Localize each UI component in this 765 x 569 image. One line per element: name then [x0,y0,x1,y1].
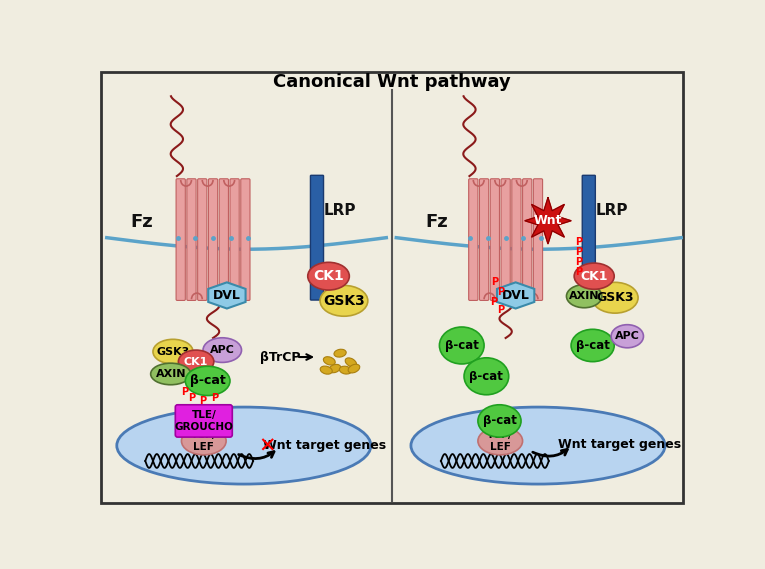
Ellipse shape [566,284,602,308]
Ellipse shape [611,325,643,348]
FancyBboxPatch shape [490,179,500,300]
Text: TCF/
LEF: TCF/ LEF [487,430,513,452]
Text: Wnt target genes: Wnt target genes [558,438,681,451]
Text: CK1: CK1 [581,270,608,283]
Text: LRP: LRP [324,203,356,218]
Ellipse shape [340,366,352,374]
Ellipse shape [308,262,350,290]
FancyBboxPatch shape [176,179,185,300]
Ellipse shape [185,366,230,395]
Ellipse shape [334,349,347,357]
Ellipse shape [592,282,638,313]
Text: ✕: ✕ [258,436,275,456]
Text: APC: APC [615,331,640,341]
FancyBboxPatch shape [533,179,542,300]
Text: P: P [188,393,195,403]
Text: Wnt: Wnt [534,215,562,227]
Text: P: P [575,266,582,277]
Text: GSK3: GSK3 [323,294,365,308]
Text: P: P [575,246,582,257]
FancyBboxPatch shape [512,179,521,300]
FancyBboxPatch shape [187,179,196,300]
FancyBboxPatch shape [501,179,510,300]
Ellipse shape [478,427,522,455]
Ellipse shape [575,263,614,289]
Ellipse shape [178,350,213,373]
Ellipse shape [464,358,509,395]
FancyBboxPatch shape [582,175,595,300]
FancyBboxPatch shape [241,179,250,300]
FancyBboxPatch shape [220,179,229,300]
Ellipse shape [117,407,371,484]
Text: P: P [490,296,498,307]
Ellipse shape [324,357,335,365]
FancyBboxPatch shape [197,179,207,300]
Text: CK1: CK1 [184,357,208,366]
Polygon shape [525,197,571,244]
Text: P: P [200,396,207,406]
Text: AXIN: AXIN [155,369,186,379]
Text: P: P [181,387,188,397]
Text: LRP: LRP [596,203,628,218]
Text: DVL: DVL [502,289,529,302]
Ellipse shape [571,329,614,362]
FancyBboxPatch shape [175,405,233,437]
Text: P: P [497,287,505,296]
Text: β-cat: β-cat [470,370,503,383]
Text: P: P [575,257,582,266]
FancyBboxPatch shape [230,179,239,300]
Text: TCF/
LEF: TCF/ LEF [191,430,216,452]
Text: P: P [211,393,218,403]
Ellipse shape [411,407,665,484]
Text: P: P [575,237,582,246]
Ellipse shape [320,286,368,316]
Text: β-cat: β-cat [190,374,226,387]
Ellipse shape [321,366,332,374]
Text: Fz: Fz [131,213,154,231]
Ellipse shape [181,427,226,455]
Text: Canonical Wnt pathway: Canonical Wnt pathway [273,73,510,91]
Polygon shape [497,282,534,308]
Text: AXIN: AXIN [569,291,600,301]
Ellipse shape [478,405,521,437]
Ellipse shape [153,339,193,364]
Ellipse shape [203,338,242,362]
FancyBboxPatch shape [102,72,682,502]
FancyBboxPatch shape [208,179,218,300]
FancyBboxPatch shape [480,179,489,300]
FancyBboxPatch shape [522,179,532,300]
Text: βTrCP: βTrCP [260,351,301,364]
Ellipse shape [151,363,190,385]
Text: β-cat: β-cat [576,339,610,352]
Ellipse shape [348,364,360,373]
Text: GSK3: GSK3 [156,347,190,357]
Text: DVL: DVL [213,289,241,302]
FancyBboxPatch shape [311,175,324,300]
Text: CK1: CK1 [313,269,344,283]
Text: Fz: Fz [425,213,448,231]
Text: β-cat: β-cat [444,339,479,352]
Text: APC: APC [210,345,235,355]
Text: P: P [491,277,499,287]
Text: TLE/
GROUCHO: TLE/ GROUCHO [174,410,233,432]
Text: β-cat: β-cat [483,414,516,427]
Text: P: P [496,305,504,315]
Ellipse shape [439,327,484,364]
FancyBboxPatch shape [469,179,478,300]
Text: Wnt target genes: Wnt target genes [263,439,386,452]
Text: GSK3: GSK3 [596,291,633,304]
Ellipse shape [345,358,356,367]
Ellipse shape [329,364,340,373]
Polygon shape [208,282,246,308]
